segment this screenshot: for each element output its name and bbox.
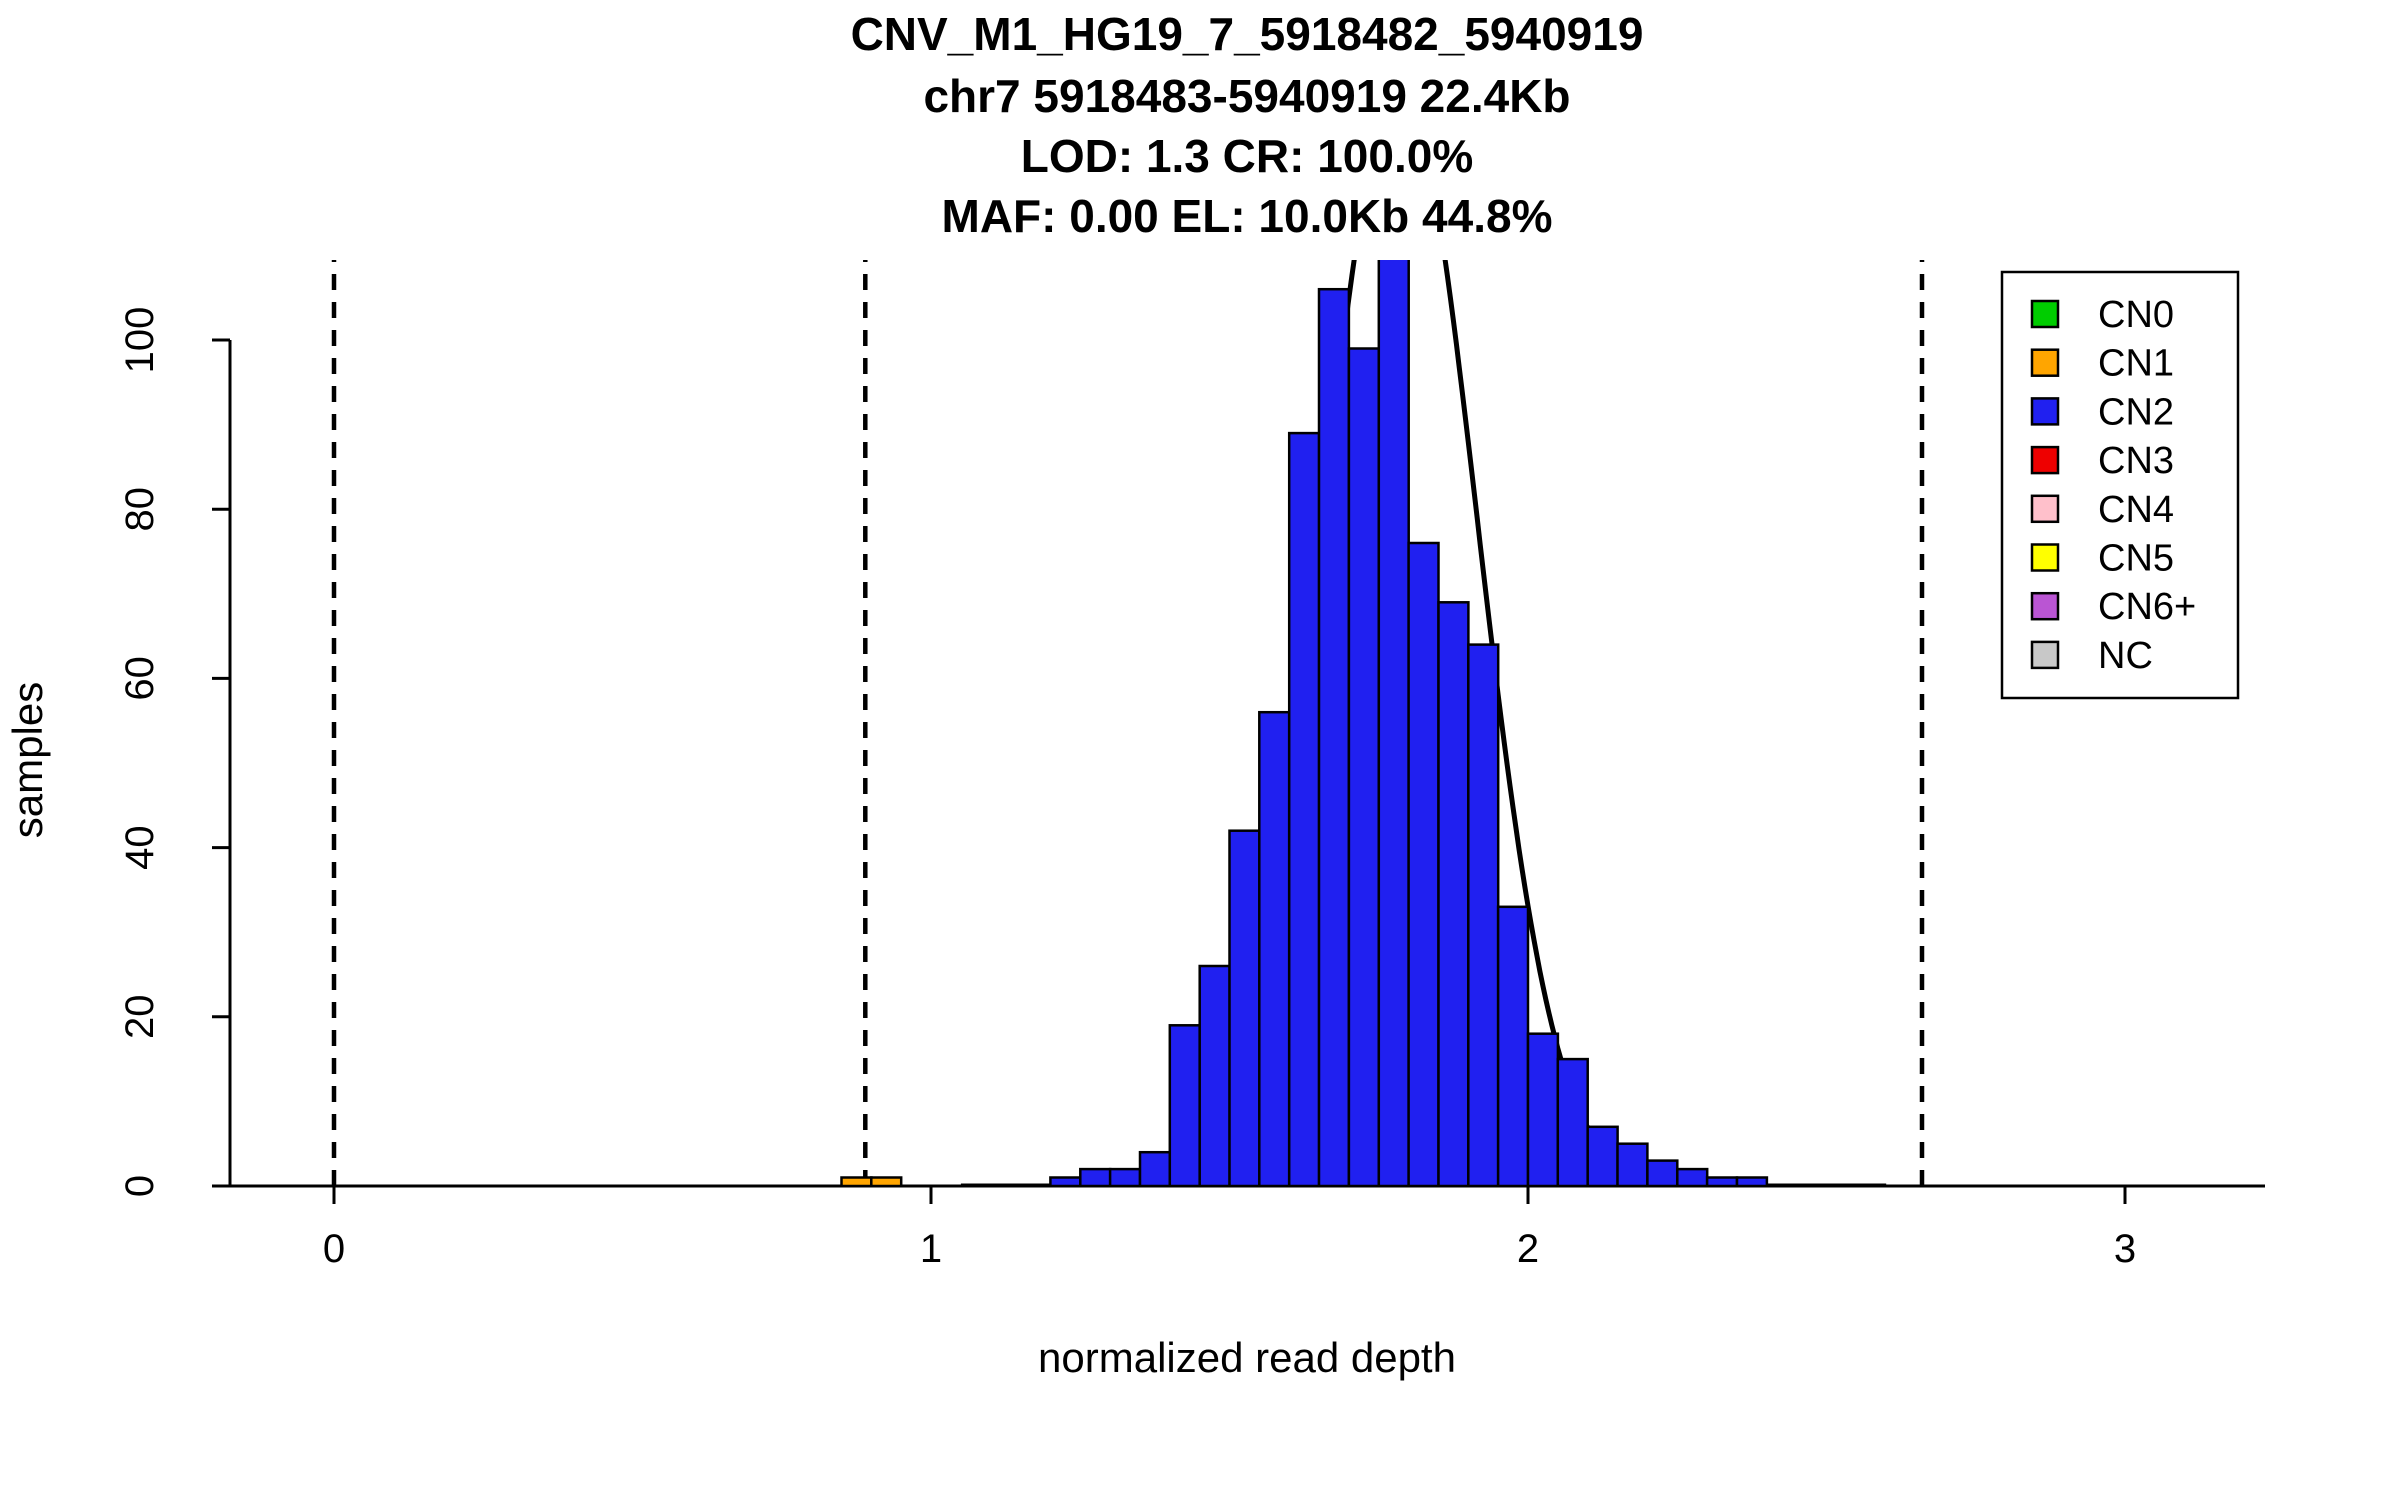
histogram-bar-CN2 bbox=[1496, 905, 1530, 1186]
histogram-bar-CN2 bbox=[1616, 1142, 1649, 1186]
histogram-bar-CN2 bbox=[1287, 431, 1321, 1186]
histogram-bar-CN2 bbox=[1108, 1167, 1142, 1186]
legend-label-CN2: CN2 bbox=[2098, 391, 2174, 433]
chart-title-line-3: LOD: 1.3 CR: 100.0% bbox=[1021, 130, 1473, 182]
histogram-bar-CN2 bbox=[1198, 964, 1231, 1186]
histogram-bar-layer bbox=[840, 260, 1769, 1186]
legend-swatch-CN4 bbox=[2030, 494, 2060, 524]
chart-title-line-2: chr7 5918483-5940919 22.4Kb bbox=[923, 70, 1570, 122]
histogram-bar-CN2 bbox=[1049, 1176, 1082, 1186]
histogram-bar-CN2 bbox=[1586, 1125, 1619, 1186]
histogram-bar-CN2 bbox=[1437, 601, 1470, 1186]
x-tick-label: 2 bbox=[1517, 1227, 1539, 1271]
histogram-bar-CN2 bbox=[1228, 829, 1261, 1186]
legend-label-CN5: CN5 bbox=[2098, 538, 2174, 580]
chart-title-line-1: CNV_M1_HG19_7_5918482_5940919 bbox=[851, 8, 1644, 60]
y-tick-label: 60 bbox=[118, 656, 162, 701]
legend-label-CN0: CN0 bbox=[2098, 294, 2174, 336]
histogram-bar-CN2 bbox=[1467, 643, 1500, 1186]
y-axis-label: samples bbox=[4, 682, 51, 838]
legend-swatch-CN3 bbox=[2030, 445, 2060, 475]
legend-swatch-CN0 bbox=[2030, 299, 2060, 329]
histogram-bar-CN2 bbox=[1079, 1167, 1112, 1186]
legend-swatch-CN2 bbox=[2030, 397, 2060, 426]
y-tick-label: 100 bbox=[118, 307, 162, 374]
x-tick-label: 0 bbox=[323, 1227, 345, 1271]
histogram-bar-CN2 bbox=[1705, 1176, 1739, 1186]
chart-generated-layer: 0 1 2 3 0 20 40 60 80 100 CN0 CN1 CN2 CN3 CN4 CN5 CN6+ NC bbox=[118, 260, 2265, 1271]
legend-label-NC: NC bbox=[2098, 635, 2153, 677]
y-tick-label: 0 bbox=[118, 1175, 162, 1197]
legend-label-CN4: CN4 bbox=[2098, 489, 2174, 531]
histogram-bar-CN2 bbox=[1646, 1159, 1679, 1186]
chart-title-line-4: MAF: 0.00 EL: 10.0Kb 44.8% bbox=[942, 190, 1553, 242]
legend-swatch-CN6plus bbox=[2030, 591, 2060, 621]
histogram-bar-CN1 bbox=[870, 1176, 903, 1186]
histogram-bar-CN1 bbox=[840, 1176, 873, 1186]
histogram-bar-CN2 bbox=[1676, 1167, 1709, 1186]
histogram-bar-CN2 bbox=[1556, 1057, 1589, 1186]
legend-label-CN3: CN3 bbox=[2098, 440, 2174, 482]
histogram-bar-CN2 bbox=[1258, 710, 1291, 1186]
legend-swatch-NC bbox=[2030, 640, 2060, 670]
x-tick-label: 3 bbox=[2114, 1227, 2136, 1271]
x-axis-label: normalized read depth bbox=[1038, 1334, 1456, 1381]
y-tick-label: 40 bbox=[118, 825, 162, 870]
y-tick-label: 80 bbox=[118, 487, 162, 532]
histogram-bar-CN2 bbox=[1407, 541, 1440, 1186]
histogram-bar-CN2 bbox=[1735, 1176, 1769, 1186]
legend-swatch-CN5 bbox=[2030, 543, 2060, 572]
histogram-bar-CN2 bbox=[1317, 287, 1351, 1186]
legend-swatch-CN1 bbox=[2030, 348, 2060, 377]
x-tick-label: 1 bbox=[920, 1227, 942, 1271]
histogram-bar-CN2 bbox=[1347, 347, 1381, 1186]
legend-label-CN6plus: CN6+ bbox=[2098, 586, 2196, 628]
histogram-bar-CN2 bbox=[1168, 1024, 1201, 1186]
histogram-bar-CN2 bbox=[1377, 260, 1410, 1186]
legend-label-CN1: CN1 bbox=[2098, 343, 2174, 385]
histogram-bar-CN2 bbox=[1138, 1150, 1172, 1186]
legend-box bbox=[2000, 270, 2240, 700]
y-tick-label: 20 bbox=[118, 995, 162, 1040]
histogram-bar-CN2 bbox=[1526, 1032, 1560, 1186]
